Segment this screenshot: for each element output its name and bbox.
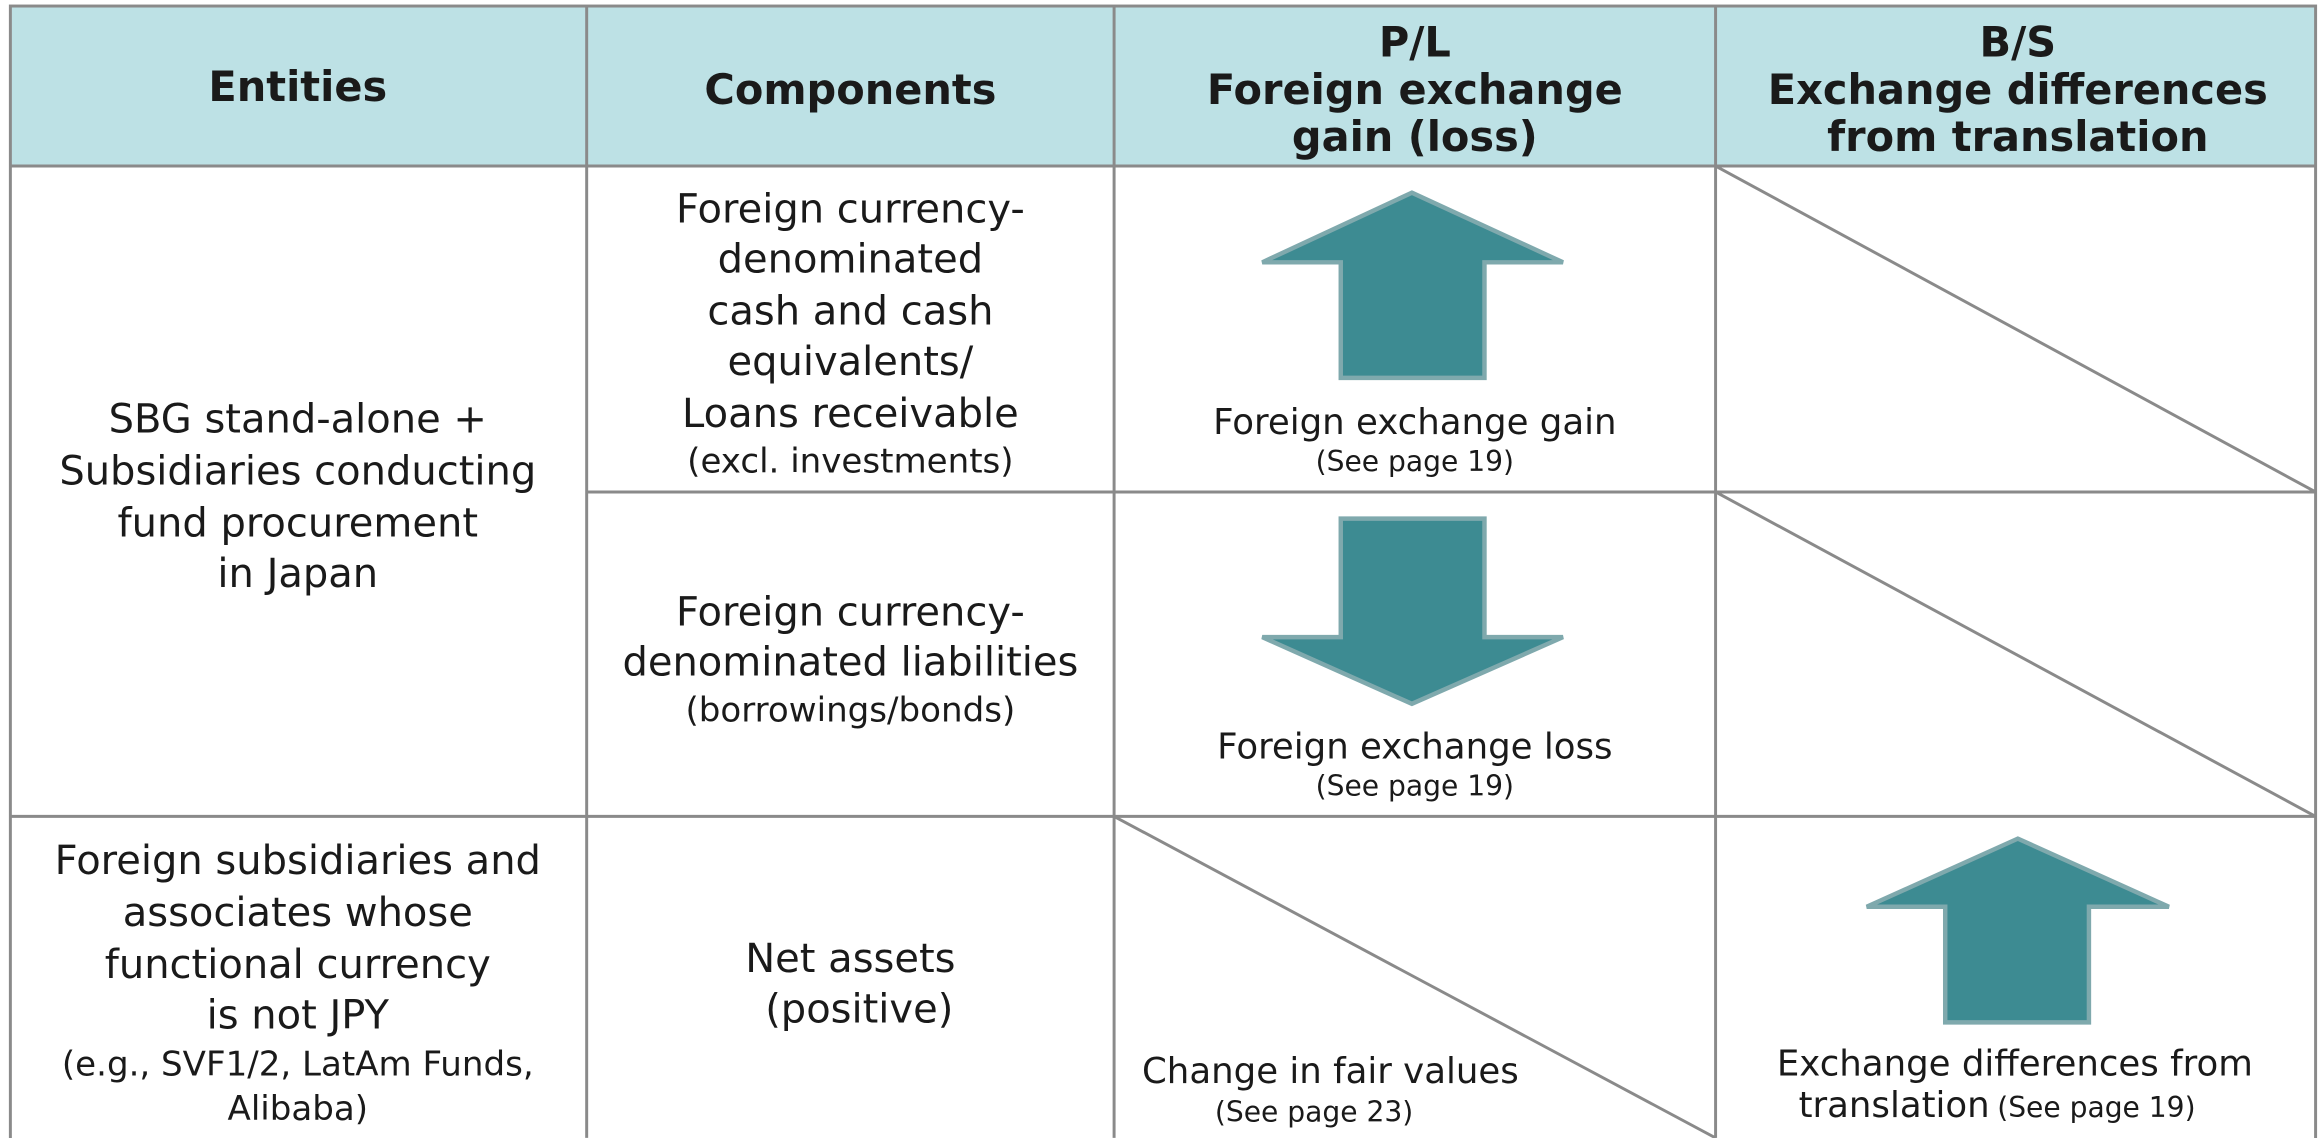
header-bg	[10, 6, 2316, 167]
pl-note: (See page 23)	[1215, 1096, 1413, 1129]
header: P/L	[1379, 17, 1451, 66]
entity: Foreign subsidiaries and	[55, 838, 541, 884]
component: (borrowings/bonds)	[686, 691, 1016, 731]
pl-label: Foreign exchange loss	[1217, 727, 1612, 768]
header: from translation	[1827, 112, 2208, 161]
bs-line: translation (See page 19)	[1799, 1085, 2196, 1126]
bs-note: (See page 19)	[1997, 1091, 2195, 1124]
component: denominated liabilities	[622, 640, 1078, 686]
entity: (e.g., SVF1/2, LatAm Funds,	[62, 1045, 534, 1085]
component: (positive)	[765, 986, 953, 1032]
component: (excl. investments)	[687, 442, 1013, 482]
header: B/S	[1979, 17, 2056, 66]
component: cash and cash	[707, 289, 993, 335]
entity: Alibaba)	[228, 1089, 369, 1129]
entity: SBG stand-alone +	[109, 397, 487, 443]
entity: fund procurement	[118, 500, 478, 546]
entity: Subsidiaries conducting	[59, 449, 536, 495]
pl-label: Change in fair values	[1142, 1051, 1519, 1092]
pl-label: Foreign exchange gain	[1213, 402, 1616, 443]
cells: Entities Components P/L Foreign exchange…	[55, 17, 2268, 1129]
bs-label: translation	[1799, 1085, 1990, 1126]
entity: is not JPY	[207, 992, 390, 1038]
component: Foreign currency-	[676, 186, 1025, 232]
grid	[8, 4, 2318, 1138]
header: Exchange differences	[1768, 65, 2268, 114]
entity: functional currency	[105, 942, 491, 988]
header: Components	[704, 65, 996, 114]
component: Foreign currency-	[676, 589, 1025, 635]
entity: associates whose	[123, 890, 473, 936]
header: gain (loss)	[1292, 112, 1538, 161]
component: Net assets	[745, 936, 955, 982]
header: Foreign exchange	[1207, 65, 1623, 114]
header: Entities	[208, 62, 387, 111]
entity: in Japan	[217, 551, 378, 597]
arrows	[1261, 190, 2170, 1025]
component: denominated	[718, 237, 983, 283]
component: Loans receivable	[682, 391, 1019, 437]
pl-note: (See page 19)	[1316, 445, 1514, 478]
bs-label: Exchange differences from	[1777, 1044, 2253, 1085]
pl-note: (See page 19)	[1316, 770, 1514, 803]
component: equivalents/	[728, 339, 974, 385]
